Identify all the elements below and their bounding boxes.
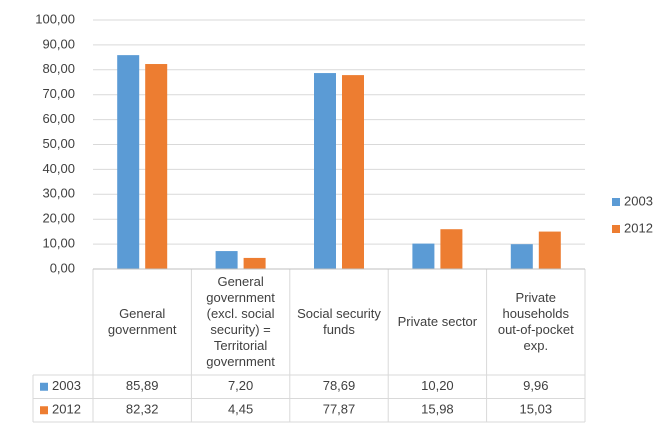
bar <box>215 251 238 269</box>
category-label: General government (excl. social securit… <box>206 274 275 369</box>
table-value: 85,89 <box>126 378 159 393</box>
category-label: Private households out-of-pocket exp. <box>497 290 574 353</box>
y-tick-label: 20,00 <box>42 211 75 226</box>
y-tick-label: 0,00 <box>50 260 75 275</box>
bar <box>314 73 336 270</box>
y-tick-label: 40,00 <box>42 161 75 176</box>
table-value: 4,45 <box>228 402 253 417</box>
category-label: General government <box>107 306 177 337</box>
legend-key <box>612 225 620 233</box>
bar <box>412 243 435 269</box>
legend-label: 2012 <box>624 220 653 235</box>
table-value: 10,20 <box>421 378 454 393</box>
table-value: 15,98 <box>421 402 454 417</box>
y-tick-label: 100,00 <box>35 11 75 26</box>
table-legend-key <box>40 406 48 415</box>
legend-key <box>612 198 620 206</box>
table-value: 7,20 <box>228 378 253 393</box>
table-value: 9,96 <box>523 378 548 393</box>
y-tick-label: 10,00 <box>42 236 75 251</box>
bar <box>145 64 168 270</box>
bar <box>117 55 140 270</box>
bar <box>538 231 561 269</box>
y-tick-label: 80,00 <box>42 61 75 76</box>
table-value: 82,32 <box>126 402 159 417</box>
bar <box>440 229 463 269</box>
table-value: 77,87 <box>323 402 356 417</box>
category-label: Social security funds <box>297 306 381 337</box>
y-tick-label: 50,00 <box>42 136 75 151</box>
y-tick-label: 30,00 <box>42 186 75 201</box>
y-tick-label: 70,00 <box>42 86 75 101</box>
category-label: Private sector <box>397 314 478 329</box>
table-value: 15,03 <box>520 402 553 417</box>
table-legend-key <box>40 382 48 391</box>
bar <box>243 257 266 269</box>
bar <box>510 244 533 269</box>
legend-label: 2003 <box>624 193 653 208</box>
y-tick-label: 90,00 <box>42 36 75 51</box>
table-row-label: 2012 <box>52 402 81 417</box>
table-value: 78,69 <box>323 378 356 393</box>
y-tick-label: 60,00 <box>42 111 75 126</box>
bar <box>342 75 364 269</box>
table-row-label: 2003 <box>52 378 81 393</box>
